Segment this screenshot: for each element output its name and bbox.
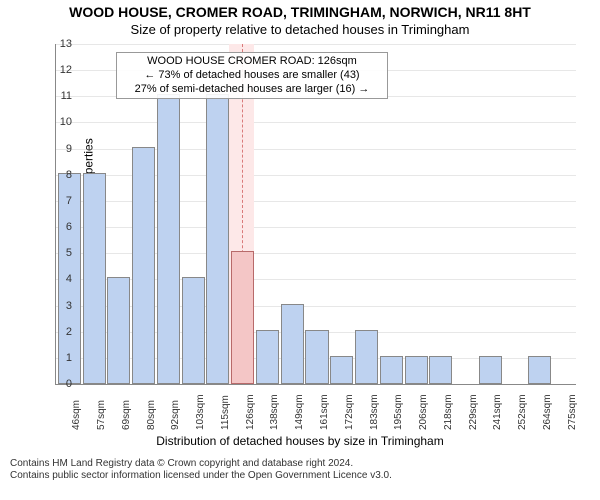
bar: [479, 356, 502, 384]
x-tick-label: 206sqm: [418, 394, 429, 430]
x-tick-label: 103sqm: [195, 394, 206, 430]
x-tick-label: 275sqm: [567, 394, 578, 430]
x-axis-label: Distribution of detached houses by size …: [0, 434, 600, 448]
annotation-line: WOOD HOUSE CROMER ROAD: 126sqm: [121, 55, 383, 69]
y-tick-label: 9: [32, 143, 72, 155]
annotation-line: 27% of semi-detached houses are larger (…: [121, 83, 383, 97]
bar: [305, 330, 328, 384]
plot-area: WOOD HOUSE CROMER ROAD: 126sqm← 73% of d…: [55, 44, 576, 385]
x-tick-label: 195sqm: [393, 394, 404, 430]
y-tick-label: 1: [32, 352, 72, 364]
x-tick-label: 183sqm: [369, 394, 380, 430]
bar: [182, 277, 205, 384]
x-tick-label: 229sqm: [468, 394, 479, 430]
x-tick-label: 126sqm: [245, 394, 256, 430]
bar-highlight: [231, 251, 254, 384]
x-tick-label: 149sqm: [294, 394, 305, 430]
bar: [355, 330, 378, 384]
x-tick-label: 218sqm: [443, 394, 454, 430]
bar: [281, 304, 304, 384]
gridline: [56, 122, 576, 123]
y-tick-label: 2: [32, 326, 72, 338]
x-tick-label: 241sqm: [492, 394, 503, 430]
x-tick-label: 57sqm: [96, 400, 107, 430]
bar: [206, 94, 229, 384]
gridline: [56, 44, 576, 45]
bar: [132, 147, 155, 384]
x-tick-label: 115sqm: [220, 395, 231, 430]
x-tick-label: 172sqm: [344, 394, 355, 430]
chart-title: WOOD HOUSE, CROMER ROAD, TRIMINGHAM, NOR…: [0, 4, 600, 20]
y-tick-label: 0: [32, 378, 72, 390]
x-tick-label: 80sqm: [146, 400, 157, 430]
bar: [429, 356, 452, 384]
bar: [157, 94, 180, 384]
chart-footer: Contains HM Land Registry data © Crown c…: [10, 458, 590, 482]
x-tick-label: 264sqm: [542, 394, 553, 430]
y-tick-label: 8: [32, 169, 72, 181]
x-tick-label: 138sqm: [269, 394, 280, 430]
bar: [380, 356, 403, 384]
y-tick-label: 7: [32, 195, 72, 207]
bar: [528, 356, 551, 384]
bar: [256, 330, 279, 384]
x-tick-label: 252sqm: [517, 394, 528, 430]
annotation-line: ← 73% of detached houses are smaller (43…: [121, 69, 383, 83]
y-tick-label: 11: [32, 90, 72, 102]
property-size-chart: WOOD HOUSE, CROMER ROAD, TRIMINGHAM, NOR…: [0, 0, 600, 500]
x-tick-label: 92sqm: [170, 400, 181, 430]
x-tick-label: 161sqm: [319, 394, 330, 430]
bar: [405, 356, 428, 384]
y-tick-label: 6: [32, 221, 72, 233]
y-tick-label: 5: [32, 247, 72, 259]
chart-subtitle: Size of property relative to detached ho…: [0, 22, 600, 37]
footer-line-2: Contains public sector information licen…: [10, 470, 590, 482]
bar: [83, 173, 106, 384]
x-tick-label: 46sqm: [71, 400, 82, 430]
bar: [107, 277, 130, 384]
y-tick-label: 4: [32, 273, 72, 285]
bar: [330, 356, 353, 384]
y-tick-label: 10: [32, 116, 72, 128]
y-tick-label: 13: [32, 38, 72, 50]
y-tick-label: 3: [32, 300, 72, 312]
y-tick-label: 12: [32, 64, 72, 76]
annotation-box: WOOD HOUSE CROMER ROAD: 126sqm← 73% of d…: [116, 52, 388, 99]
x-tick-label: 69sqm: [121, 400, 132, 430]
footer-line-1: Contains HM Land Registry data © Crown c…: [10, 458, 590, 470]
